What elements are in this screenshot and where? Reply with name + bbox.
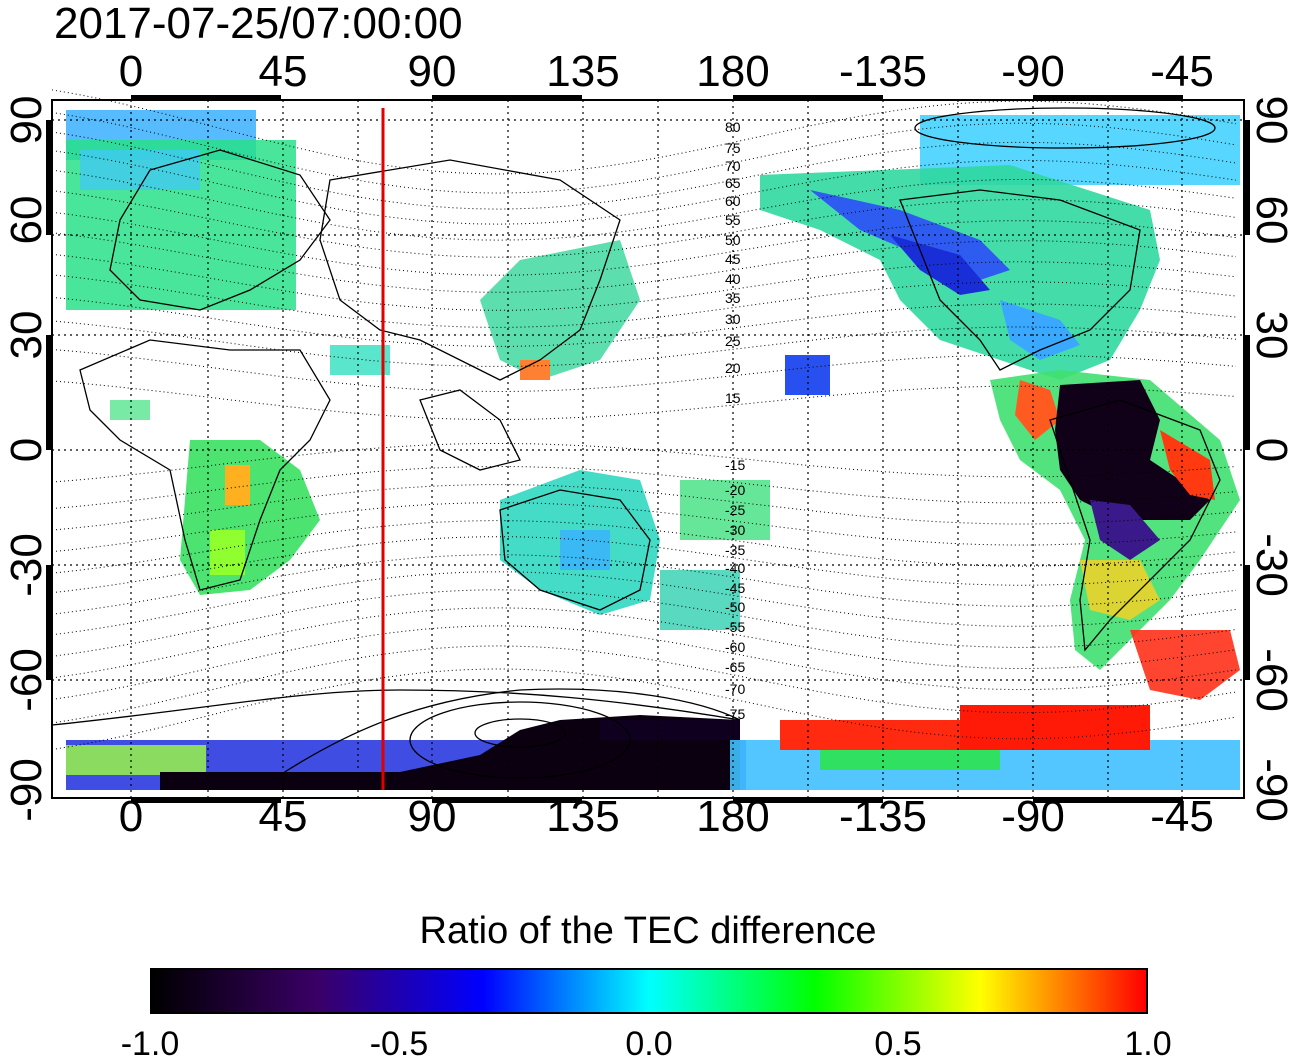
top-lon-tick: 90 [407, 47, 457, 96]
contour-label: 60 [725, 193, 741, 209]
magnetic-contour-line [51, 211, 1237, 276]
contour-label: 75 [725, 140, 741, 156]
contour-label: -75 [725, 706, 745, 722]
contour-label: -15 [725, 457, 745, 473]
magnetic-contour-line [51, 589, 1237, 657]
magnetic-contour-line [51, 232, 1237, 293]
colorbar [150, 968, 1148, 1014]
contour-label: 20 [725, 360, 741, 376]
magnetic-contour-line [51, 571, 1237, 636]
tec-data-south-polar [66, 705, 1240, 790]
contour-label: -45 [725, 580, 745, 596]
magnetic-contour-line [51, 645, 1237, 724]
contour-label: 35 [725, 290, 741, 306]
coastlines [79, 149, 1221, 652]
colorbar-tick: 0.0 [625, 1025, 673, 1063]
magnetic-contour-line [51, 668, 1237, 750]
graticule [52, 100, 1244, 798]
contour-label: -65 [725, 659, 745, 675]
magnetic-contour-line [51, 607, 1237, 679]
contour-label: -25 [725, 502, 745, 518]
contour-label: 50 [725, 232, 741, 248]
magnetic-contour-line [51, 625, 1237, 700]
magnetic-contour-line [51, 536, 1237, 594]
contour-label: -35 [725, 542, 745, 558]
tec-data-south-america [990, 370, 1240, 700]
data-layer [66, 110, 1240, 790]
top-lon-tick: 45 [258, 47, 308, 96]
magnetic-pole-contours [51, 107, 1216, 779]
frame-thick-bars [46, 95, 1250, 803]
contour-label: -70 [725, 681, 745, 697]
tec-data-asia [480, 240, 770, 630]
tec-data-north-america [760, 165, 1160, 395]
magnetic-contour-line [51, 274, 1237, 328]
magnetic-contour-line [51, 253, 1237, 311]
contour-label: 30 [725, 311, 741, 327]
colorbar-tick: 1.0 [1124, 1025, 1172, 1063]
contour-label: 70 [725, 158, 741, 174]
magnetic-contour-line [51, 131, 1237, 210]
colorbar-tick: -1.0 [120, 1025, 180, 1063]
contour-label: -20 [725, 482, 745, 498]
top-lon-tick: 180 [696, 47, 770, 96]
colorbar-tick: -0.5 [369, 1025, 429, 1063]
contour-label: -55 [725, 619, 745, 635]
contour-label: 45 [725, 251, 741, 267]
contour-label: 15 [725, 390, 741, 406]
top-lon-tick: -90 [1001, 47, 1065, 96]
contour-label: -60 [725, 639, 745, 655]
magnetic-contour-line [51, 112, 1237, 194]
tec-data-north-polar [66, 110, 1240, 310]
contour-label: 55 [725, 212, 741, 228]
contour-label: 40 [725, 271, 741, 287]
magnetic-contour-line [51, 554, 1237, 615]
contour-label: -50 [725, 599, 745, 615]
timestamp-title: 2017-07-25/07:00:00 [54, 0, 463, 48]
top-lon-tick: 0 [118, 47, 144, 96]
top-lon-tick: -45 [1150, 47, 1214, 96]
colorbar-tick: 0.5 [874, 1025, 922, 1063]
contour-label: -30 [725, 522, 745, 538]
magnetic-latitude-contours [51, 89, 1237, 750]
top-lon-tick: 135 [546, 47, 620, 96]
colorbar-title: Ratio of the TEC difference [419, 910, 877, 952]
top-lon-tick: -135 [838, 47, 928, 96]
contour-label: 80 [725, 119, 741, 135]
contour-label: 65 [725, 175, 741, 191]
contour-label: 25 [725, 333, 741, 349]
magnetic-contour-line [51, 190, 1237, 258]
tec-data-africa [110, 345, 390, 595]
magnetic-contour-line [51, 520, 1237, 574]
contour-label: -40 [725, 560, 745, 576]
